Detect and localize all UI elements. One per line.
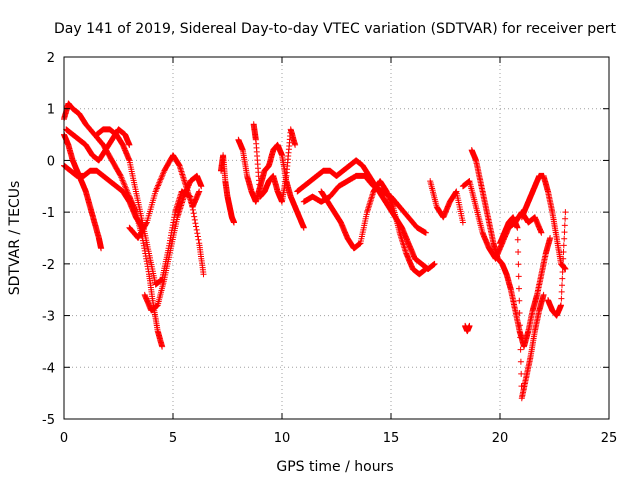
y-tick-label: -2: [42, 258, 55, 273]
data-series-track-h: [218, 152, 237, 226]
data-series-track-l: [300, 172, 429, 236]
data-point-markers: [318, 178, 429, 278]
chart-data-points: [61, 100, 569, 402]
x-tick-label: 10: [274, 431, 291, 446]
data-point-markers: [218, 152, 237, 226]
data-point-markers: [235, 136, 307, 231]
data-series-track-p: [468, 147, 554, 350]
x-axis-label: GPS time / hours: [276, 459, 393, 475]
data-series-track-t: [545, 209, 569, 319]
data-point-markers: [468, 147, 554, 350]
data-series-track-n: [427, 178, 466, 226]
data-series-track-i: [235, 136, 307, 231]
data-point-markers: [63, 126, 133, 164]
data-point-markers: [250, 121, 299, 205]
chart-title: Day 141 of 2019, Sidereal Day-to-day VTE…: [54, 21, 616, 37]
data-series-track-a: [61, 131, 105, 252]
data-series-track-q: [497, 214, 547, 402]
y-tick-label: 2: [47, 51, 55, 66]
y-tick-label: 0: [47, 154, 55, 169]
x-tick-label: 15: [383, 431, 400, 446]
data-series-track-m: [318, 178, 429, 278]
y-tick-label: -4: [42, 361, 55, 376]
data-series-track-d: [63, 126, 133, 164]
data-point-markers: [427, 178, 466, 226]
y-tick-label: -5: [42, 413, 55, 428]
data-series-track-j: [250, 121, 299, 205]
x-tick-label: 25: [601, 431, 618, 446]
x-tick-label: 20: [492, 431, 509, 446]
data-point-markers: [545, 209, 569, 319]
y-tick-label: -3: [42, 310, 55, 325]
data-point-markers: [497, 214, 547, 402]
data-point-markers: [141, 172, 205, 314]
data-series-track-s: [518, 172, 569, 272]
data-point-markers: [300, 172, 429, 236]
data-series-track-g: [141, 172, 205, 314]
data-point-markers: [61, 162, 146, 231]
data-point-markers: [61, 131, 105, 252]
y-axis-label: SDTVAR / TECUs: [7, 181, 23, 296]
x-tick-label: 0: [60, 431, 68, 446]
y-tick-label: -1: [42, 206, 55, 221]
x-tick-label: 5: [169, 431, 177, 446]
data-series-track-c: [61, 162, 146, 231]
y-tick-label: 1: [47, 103, 55, 118]
data-point-markers: [462, 322, 473, 335]
data-series-track-r: [462, 322, 473, 335]
data-point-markers: [518, 172, 569, 272]
plot-frame: [63, 56, 610, 420]
